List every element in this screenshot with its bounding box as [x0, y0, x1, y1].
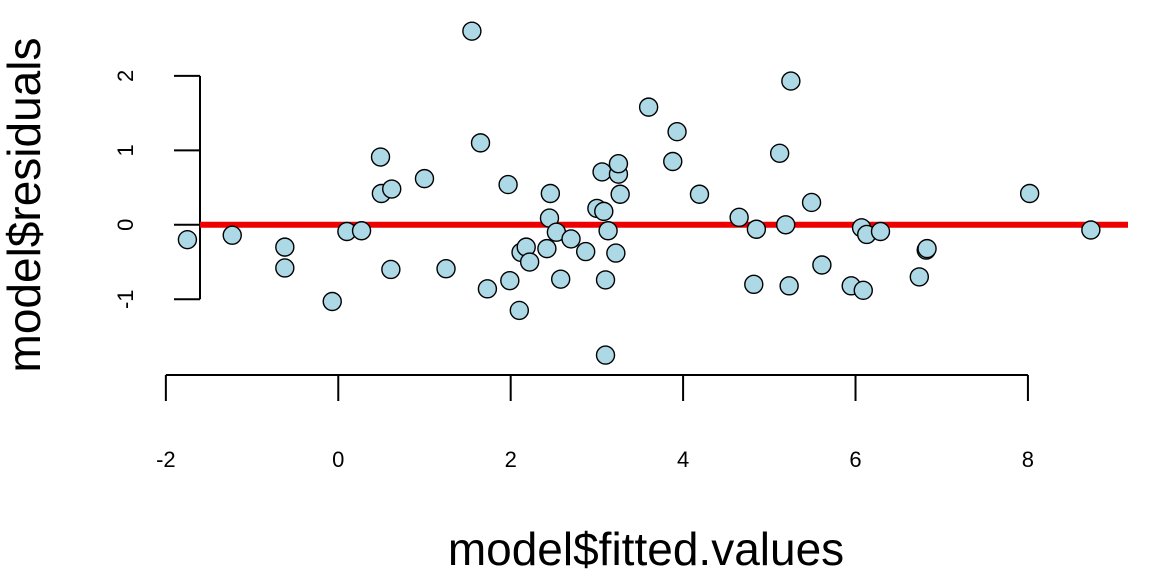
data-point — [781, 71, 801, 91]
data-point — [917, 238, 937, 259]
x-tick-label: 6 — [849, 447, 861, 472]
data-point — [595, 345, 616, 365]
data-point — [275, 237, 295, 257]
data-point — [382, 179, 402, 199]
data-point — [462, 21, 482, 41]
data-point — [594, 201, 614, 222]
data-point — [470, 133, 491, 153]
data-point — [509, 300, 530, 321]
data-point — [519, 252, 540, 272]
data-point — [775, 215, 796, 235]
data-point — [561, 229, 581, 249]
x-tick-label: 8 — [1022, 447, 1034, 472]
data-point — [667, 122, 687, 142]
data-point — [598, 221, 618, 241]
data-point — [663, 151, 683, 172]
y-tick-label: 1 — [113, 144, 138, 156]
data-point — [812, 255, 832, 275]
data-point — [381, 259, 401, 280]
data-point — [801, 192, 822, 213]
data-point — [370, 147, 391, 167]
data-point — [1019, 183, 1040, 204]
data-point — [746, 219, 767, 239]
x-tick-label: -2 — [156, 447, 176, 472]
x-axis: -2 0 2 4 6 8 — [156, 374, 1034, 472]
data-point — [322, 291, 342, 312]
data-point — [595, 270, 616, 290]
data-point — [177, 229, 198, 250]
data-point — [853, 280, 873, 301]
data-point — [436, 259, 456, 279]
y-axis-title: model$residuals — [0, 38, 50, 373]
data-point — [689, 184, 710, 204]
data-point — [498, 174, 518, 195]
data-point — [610, 184, 630, 204]
y-axis: -1 0 1 2 — [113, 70, 201, 309]
data-point — [537, 238, 557, 259]
data-point — [769, 143, 790, 163]
y-tick-label: 2 — [113, 70, 138, 82]
y-tick-label: 0 — [113, 219, 138, 231]
data-point — [606, 243, 626, 263]
data-point — [779, 276, 799, 296]
data-point — [744, 274, 764, 295]
data-point — [275, 258, 295, 278]
data-point — [909, 267, 930, 287]
x-tick-label: 2 — [505, 447, 517, 472]
x-axis-title: model$fitted.values — [448, 523, 844, 575]
data-point — [575, 241, 596, 262]
data-point — [870, 221, 891, 242]
data-point — [500, 270, 520, 291]
x-tick-label: 4 — [677, 447, 689, 472]
data-point — [638, 97, 659, 117]
data-point — [608, 154, 629, 174]
data-point — [222, 225, 242, 245]
data-point — [414, 168, 435, 189]
data-point — [592, 162, 612, 182]
data-point — [550, 269, 571, 289]
data-points — [177, 21, 1101, 365]
y-tick-label: -1 — [113, 289, 138, 309]
data-point — [540, 183, 561, 204]
data-point — [729, 207, 749, 228]
data-point — [477, 279, 498, 299]
x-tick-label: 0 — [332, 447, 344, 472]
data-point — [1081, 220, 1101, 240]
data-point — [351, 221, 372, 241]
